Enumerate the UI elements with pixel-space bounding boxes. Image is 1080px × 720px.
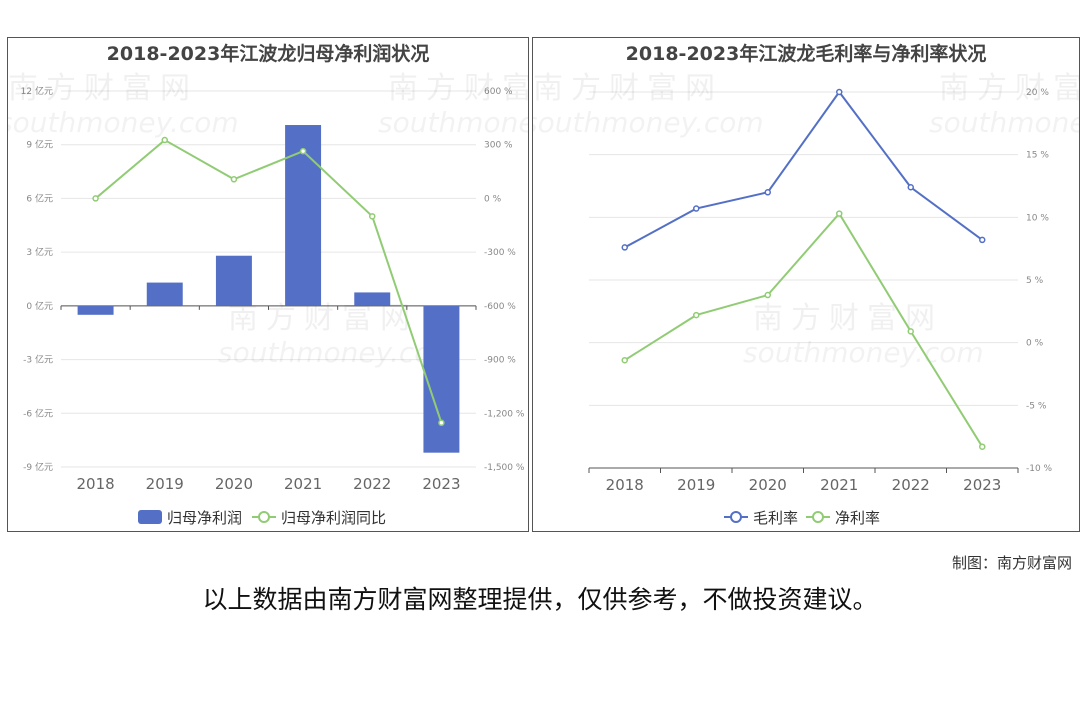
y-right-tick-label: -5 % [1026, 401, 1047, 411]
watermark: 南方财富网 [939, 71, 1079, 106]
y-right-tick-label: -1,500 % [484, 463, 525, 473]
x-tick-label: 2020 [749, 476, 787, 494]
data-point-2018 [621, 244, 628, 251]
y-right-tick-label: 0 % [1026, 339, 1044, 349]
data-point-2021 [836, 88, 843, 96]
x-tick-label: 2021 [284, 475, 322, 493]
y-left-tick-label: -3 亿元 [23, 354, 53, 366]
y-right-tick-label: -900 % [484, 356, 516, 366]
data-point-2020 [230, 176, 238, 183]
data-point-2022 [907, 184, 914, 191]
y-left-tick-label: -9 亿元 [23, 461, 53, 473]
watermark: southmoney.com [929, 106, 1079, 139]
y-right-tick-label: -300 % [484, 248, 516, 258]
bar-2018 [77, 305, 114, 315]
legend-marker [730, 511, 742, 523]
legend-label: 归母净利润同比 [281, 509, 386, 527]
x-tick-label: 2020 [215, 475, 253, 493]
net-profit-chart-panel: 2018-2023年江波龙归母净利润状况 -1,500 % -1,200 % -900… [7, 37, 529, 532]
series-line-0 [624, 90, 983, 249]
data-point-2021 [299, 147, 307, 155]
net-profit-chart: 2018-2023年江波龙归母净利润状况 -1,500 % -1,200 % -900… [8, 42, 528, 527]
x-tick-label: 2019 [677, 476, 715, 494]
data-point-2019 [693, 311, 700, 319]
bar-2020 [215, 255, 252, 306]
x-tick-label: 2022 [892, 476, 930, 494]
data-point-2022 [369, 213, 376, 220]
watermark: 南方财富网 [8, 71, 198, 106]
data-point-2018 [621, 356, 628, 364]
x-tick-label: 2018 [76, 475, 114, 493]
x-tick-label: 2019 [146, 475, 184, 493]
chart-title: 2018-2023年江波龙毛利率与净利率状况 [626, 42, 987, 65]
y-right-tick-label: 15 % [1026, 151, 1049, 161]
x-tick-label: 2021 [820, 476, 858, 494]
watermark: southmoney.com [533, 106, 764, 139]
y-right-tick-label: 300 % [484, 141, 513, 151]
y-right-tick-label: 20 % [1026, 88, 1049, 98]
watermark: southmoney.com [378, 106, 528, 139]
x-tick-label: 2023 [422, 475, 460, 493]
y-right-tick-label: 0 % [484, 194, 502, 204]
y-right-tick-label: 10 % [1026, 213, 1049, 223]
y-left-tick-label: 9 亿元 [26, 139, 53, 151]
data-point-2018 [92, 195, 99, 202]
data-point-2023 [438, 419, 445, 427]
data-point-2022 [907, 328, 914, 335]
y-left-tick-label: 6 亿元 [26, 192, 53, 204]
legend-label: 归母净利润 [167, 509, 242, 527]
y-right-tick-label: 5 % [1026, 276, 1044, 286]
bar-2022 [354, 292, 391, 306]
watermark: 南方财富网 [228, 301, 418, 336]
legend-label: 净利率 [835, 509, 880, 527]
y-right-tick-label: 600 % [484, 87, 513, 97]
disclaimer-note: 以上数据由南方财富网整理提供，仅供参考，不做投资建议。 [202, 585, 878, 614]
data-point-2021 [836, 210, 843, 217]
data-point-2020 [764, 189, 771, 196]
watermark: 南方财富网 [753, 301, 943, 336]
y-right-tick-label: -10 % [1026, 464, 1053, 474]
y-right-tick-label: -1,200 % [484, 409, 525, 419]
chart-title: 2018-2023年江波龙归母净利润状况 [107, 42, 430, 65]
bar-2023 [423, 305, 460, 453]
y-right-tick-label: -600 % [484, 302, 516, 312]
legend-marker [258, 511, 270, 523]
series-line-1 [624, 211, 984, 448]
watermark: 南方财富网 [388, 71, 528, 106]
y-left-tick-label: 12 亿元 [21, 85, 53, 97]
x-tick-label: 2023 [963, 476, 1001, 494]
watermark: 南方财富网 [533, 71, 723, 106]
data-point-2023 [979, 236, 986, 244]
x-tick-label: 2022 [353, 475, 391, 493]
bar-2019 [146, 282, 183, 306]
legend-bar-swatch [138, 510, 162, 524]
y-left-tick-label: 0 亿元 [26, 300, 53, 312]
watermark: southmoney.com [8, 106, 239, 139]
legend-label: 毛利率 [753, 509, 798, 527]
data-point-2020 [764, 291, 771, 299]
data-point-2023 [979, 443, 986, 450]
y-left-tick-label: -6 亿元 [23, 407, 53, 419]
series-line-1 [94, 138, 443, 424]
data-point-2019 [693, 205, 700, 212]
margin-chart: 2018-2023年江波龙毛利率与净利率状况 -10 % -5 % 0 % 5 % 10 … [533, 42, 1079, 527]
watermark: southmoney.com [743, 336, 984, 369]
chart-credit: 制图：南方财富网 [951, 554, 1072, 572]
x-tick-label: 2018 [606, 476, 644, 494]
data-point-2019 [161, 136, 168, 144]
y-left-tick-label: 3 亿元 [26, 246, 53, 258]
margin-chart-panel: 2018-2023年江波龙毛利率与净利率状况 -10 % -5 % 0 % 5 % 10 … [532, 37, 1080, 532]
legend-marker [812, 511, 824, 523]
